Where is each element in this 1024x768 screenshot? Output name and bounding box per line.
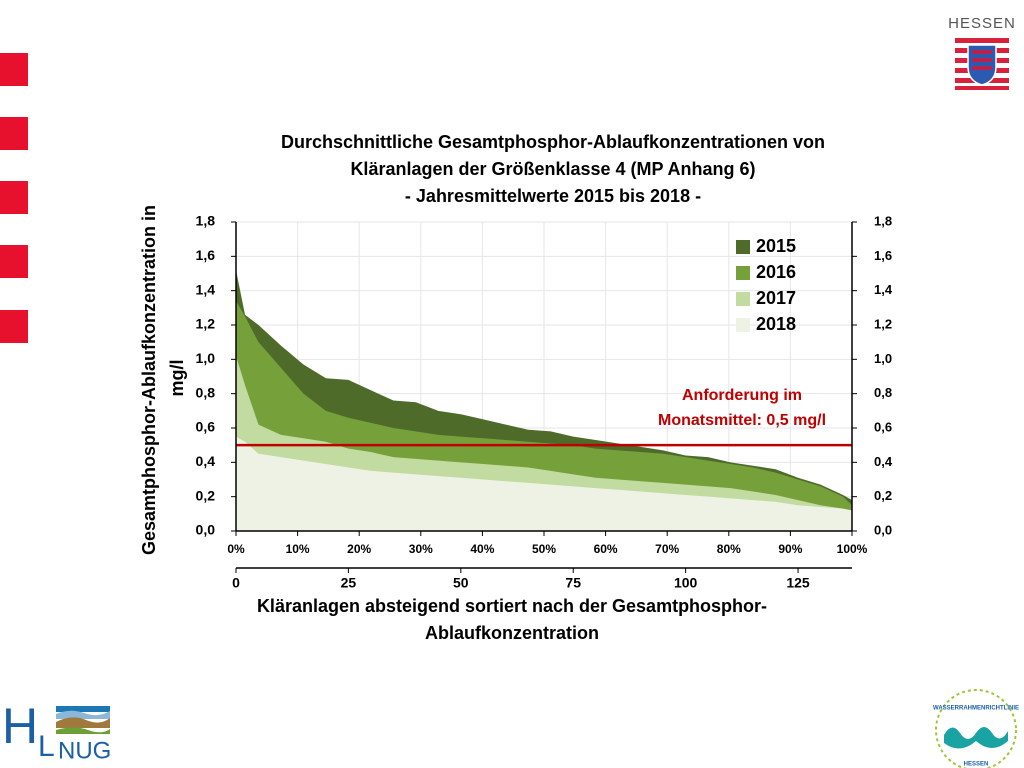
y-tick-label: 1,2 — [196, 316, 216, 332]
y2-tick-label: 1,4 — [874, 282, 893, 297]
y-tick-label: 0,0 — [196, 522, 216, 538]
logo-text: HESSEN — [964, 762, 989, 768]
annotation: Monatsmittel: 0,5 mg/l — [658, 412, 826, 429]
x2-tick-label: 10% — [286, 542, 310, 556]
x2-tick-label: 80% — [717, 542, 741, 556]
y-tick-label: 0,6 — [196, 419, 216, 435]
y-tick-label: 1,0 — [196, 350, 216, 366]
area — [236, 436, 852, 531]
legend-label: 2018 — [756, 314, 796, 334]
x2-tick-label: 70% — [655, 542, 679, 556]
y-axis-title: Gesamtphosphor-Ablaufkonzentration in — [139, 205, 159, 555]
x-axis-title: Ablaufkonzentration — [425, 623, 599, 643]
y-tick-label: 0,4 — [196, 453, 216, 469]
x-tick-label: 50 — [453, 575, 469, 591]
x2-tick-label: 40% — [470, 542, 494, 556]
side-marks — [0, 53, 28, 343]
x2-tick-label: 0% — [227, 542, 245, 556]
x-tick-label: 0 — [232, 575, 240, 591]
red-square — [0, 181, 28, 214]
y-tick-label: 1,6 — [196, 247, 216, 263]
hessen-logo: HESSEN — [948, 15, 1016, 90]
y-tick-label: 1,4 — [196, 281, 216, 297]
chart-title: Durchschnittliche Gesamtphosphor-Ablaufk… — [281, 132, 825, 152]
legend-swatch — [736, 266, 750, 280]
y2-tick-label: 1,6 — [874, 248, 892, 263]
x2-tick-label: 60% — [594, 542, 618, 556]
red-square — [0, 53, 28, 86]
x-tick-label: 100 — [674, 575, 698, 591]
wrrl-logo: WASSERRAHMENRICHTLINIE HESSEN — [933, 689, 1019, 768]
chart: Durchschnittliche Gesamtphosphor-Ablaufk… — [139, 132, 893, 643]
logo-text: WASSERRAHMENRICHTLINIE — [933, 706, 1019, 712]
x2-tick-label: 100% — [837, 542, 868, 556]
legend-swatch — [736, 292, 750, 306]
y2-tick-label: 0,4 — [874, 454, 893, 469]
logo-l: L — [38, 730, 55, 763]
x2-tick-label: 20% — [347, 542, 371, 556]
logo-nug: NUG — [58, 737, 111, 764]
y-axis-title: mg/l — [167, 359, 187, 396]
legend-label: 2017 — [756, 288, 796, 308]
shield — [967, 44, 997, 86]
x2-tick-label: 50% — [532, 542, 556, 556]
x2-tick-label: 30% — [409, 542, 433, 556]
legend-swatch — [736, 240, 750, 254]
y2-tick-label: 0,8 — [874, 385, 892, 400]
y2-tick-label: 1,2 — [874, 316, 892, 331]
x2-tick-label: 90% — [778, 542, 802, 556]
x-tick-label: 125 — [786, 575, 810, 591]
x-tick-label: 75 — [565, 575, 581, 591]
y2-tick-label: 0,2 — [874, 488, 892, 503]
red-square — [0, 245, 28, 278]
red-square — [0, 117, 28, 150]
annotation: Anforderung im — [682, 387, 802, 404]
y2-tick-label: 0,0 — [874, 522, 892, 537]
legend-swatch — [736, 318, 750, 332]
chart-title: - Jahresmittelwerte 2015 bis 2018 - — [405, 186, 701, 206]
legend-label: 2015 — [756, 236, 796, 256]
y2-tick-label: 1,0 — [874, 351, 892, 366]
y-tick-label: 1,8 — [196, 213, 216, 229]
hlnug-logo: H L NUG — [2, 698, 111, 764]
x-axis-title: Kläranlagen absteigend sortiert nach der… — [257, 596, 767, 616]
chart-title: Kläranlagen der Größenklasse 4 (MP Anhan… — [350, 159, 755, 179]
red-square — [0, 310, 28, 343]
y2-tick-label: 1,8 — [874, 213, 892, 228]
y-tick-label: 0,2 — [196, 487, 216, 503]
logo-h: H — [2, 698, 38, 754]
x-tick-label: 25 — [341, 575, 357, 591]
y2-tick-label: 0,6 — [874, 419, 892, 434]
brand: HESSEN — [948, 15, 1016, 32]
y-tick-label: 0,8 — [196, 384, 216, 400]
legend-label: 2016 — [756, 262, 796, 282]
